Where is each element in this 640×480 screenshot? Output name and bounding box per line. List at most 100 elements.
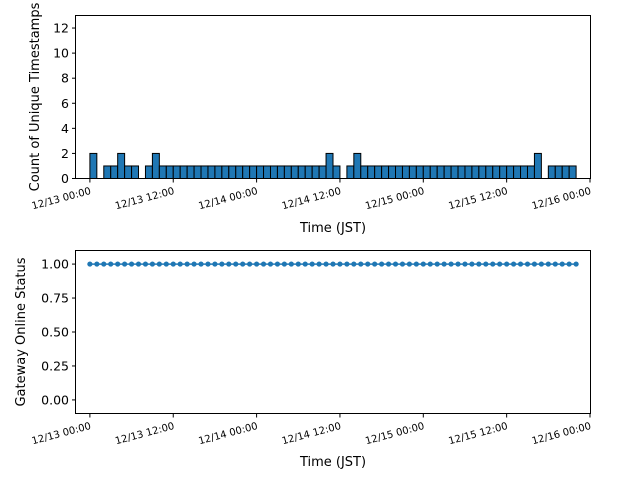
data-point — [455, 261, 461, 267]
bar-series — [89, 152, 577, 180]
data-point — [524, 261, 531, 267]
data-point — [323, 261, 329, 267]
data-point — [441, 261, 447, 267]
bar — [360, 165, 369, 179]
x-tick-label: 12/15 00:00 — [364, 186, 426, 212]
data-point — [101, 261, 107, 267]
data-point — [490, 261, 496, 267]
y-tick-label: 2 — [61, 146, 69, 161]
data-point — [552, 261, 558, 267]
bar — [131, 165, 140, 179]
data-point — [281, 261, 287, 267]
bar — [249, 165, 258, 179]
data-point — [365, 261, 371, 267]
data-point — [163, 261, 169, 267]
data-point — [566, 261, 572, 267]
data-point — [517, 261, 524, 267]
data-point — [253, 261, 260, 267]
y-tick-label: 4 — [61, 121, 69, 136]
bar — [283, 165, 292, 179]
bar — [332, 165, 341, 179]
y-axis-label: Gateway Online Status — [14, 257, 29, 406]
data-point — [233, 261, 239, 267]
data-point — [219, 261, 225, 267]
data-point — [545, 261, 551, 267]
y-tick-label: 0.50 — [41, 325, 69, 340]
bar — [367, 165, 376, 179]
data-point — [337, 261, 343, 267]
x-tick-label: 12/14 12:00 — [281, 186, 343, 212]
data-point — [205, 261, 211, 267]
data-point — [483, 261, 489, 267]
bar — [450, 165, 459, 179]
data-point — [226, 261, 232, 267]
bar — [554, 165, 563, 179]
bar — [533, 152, 542, 180]
bar — [179, 165, 188, 179]
bar — [158, 165, 167, 179]
bar — [408, 165, 417, 179]
bar — [443, 165, 452, 179]
data-point — [156, 261, 162, 267]
data-point — [184, 261, 190, 267]
data-point — [122, 261, 128, 267]
data-point — [260, 261, 267, 267]
y-tick-label: 12 — [53, 21, 69, 36]
bar — [499, 165, 508, 179]
bar — [478, 165, 487, 179]
bar — [172, 165, 181, 179]
y-axis: 0 2 4 6 8 10 12 — [53, 21, 76, 186]
data-point — [247, 261, 253, 267]
data-point — [212, 261, 218, 267]
bar — [395, 165, 403, 179]
bar — [318, 165, 327, 179]
bar — [547, 165, 556, 179]
x-axis-label: Time (JST) — [299, 221, 366, 236]
y-tick-label: 8 — [61, 71, 69, 86]
x-tick-label: 12/15 12:00 — [447, 186, 509, 212]
x-tick-label: 12/15 00:00 — [364, 421, 426, 447]
y-axis: 0.00 0.25 0.50 0.75 1.00 — [41, 257, 76, 407]
plot-frame — [75, 250, 591, 414]
bar — [214, 165, 223, 179]
data-point — [573, 261, 579, 267]
y-axis-label: Count of Unique Timestamps — [28, 2, 43, 191]
bar — [520, 165, 528, 179]
bar — [207, 165, 216, 179]
bar — [568, 165, 577, 179]
line-chart-gateway-status: 0.00 0.25 0.50 0.75 1.00 12/13 00:00 12/13 12… — [14, 250, 592, 470]
bar — [186, 165, 195, 179]
data-point — [399, 261, 406, 267]
data-point — [240, 261, 246, 267]
data-point — [420, 261, 426, 267]
data-point — [115, 261, 121, 267]
bar — [144, 165, 153, 179]
y-tick-label: 0.25 — [41, 358, 69, 373]
y-tick-label: 10 — [53, 46, 69, 61]
data-point — [316, 261, 322, 267]
bar — [388, 165, 397, 179]
data-point — [392, 261, 399, 267]
bar — [526, 165, 535, 179]
y-tick-label: 1.00 — [41, 257, 69, 272]
x-tick-label: 12/14 00:00 — [197, 421, 259, 447]
data-point — [344, 261, 350, 267]
x-tick-label: 12/15 12:00 — [447, 421, 509, 447]
x-tick-label: 12/13 12:00 — [114, 421, 176, 447]
x-tick-label: 12/13 12:00 — [114, 186, 176, 212]
bar — [117, 152, 126, 180]
data-point — [504, 261, 510, 267]
data-point — [149, 261, 156, 267]
data-point — [288, 261, 294, 267]
bar — [165, 165, 174, 179]
bar — [436, 165, 445, 179]
data-point — [170, 261, 176, 267]
data-point — [559, 261, 565, 267]
data-point — [177, 261, 183, 267]
data-point — [427, 261, 433, 267]
bar — [374, 165, 383, 179]
bar — [422, 165, 431, 179]
bar — [304, 165, 313, 179]
